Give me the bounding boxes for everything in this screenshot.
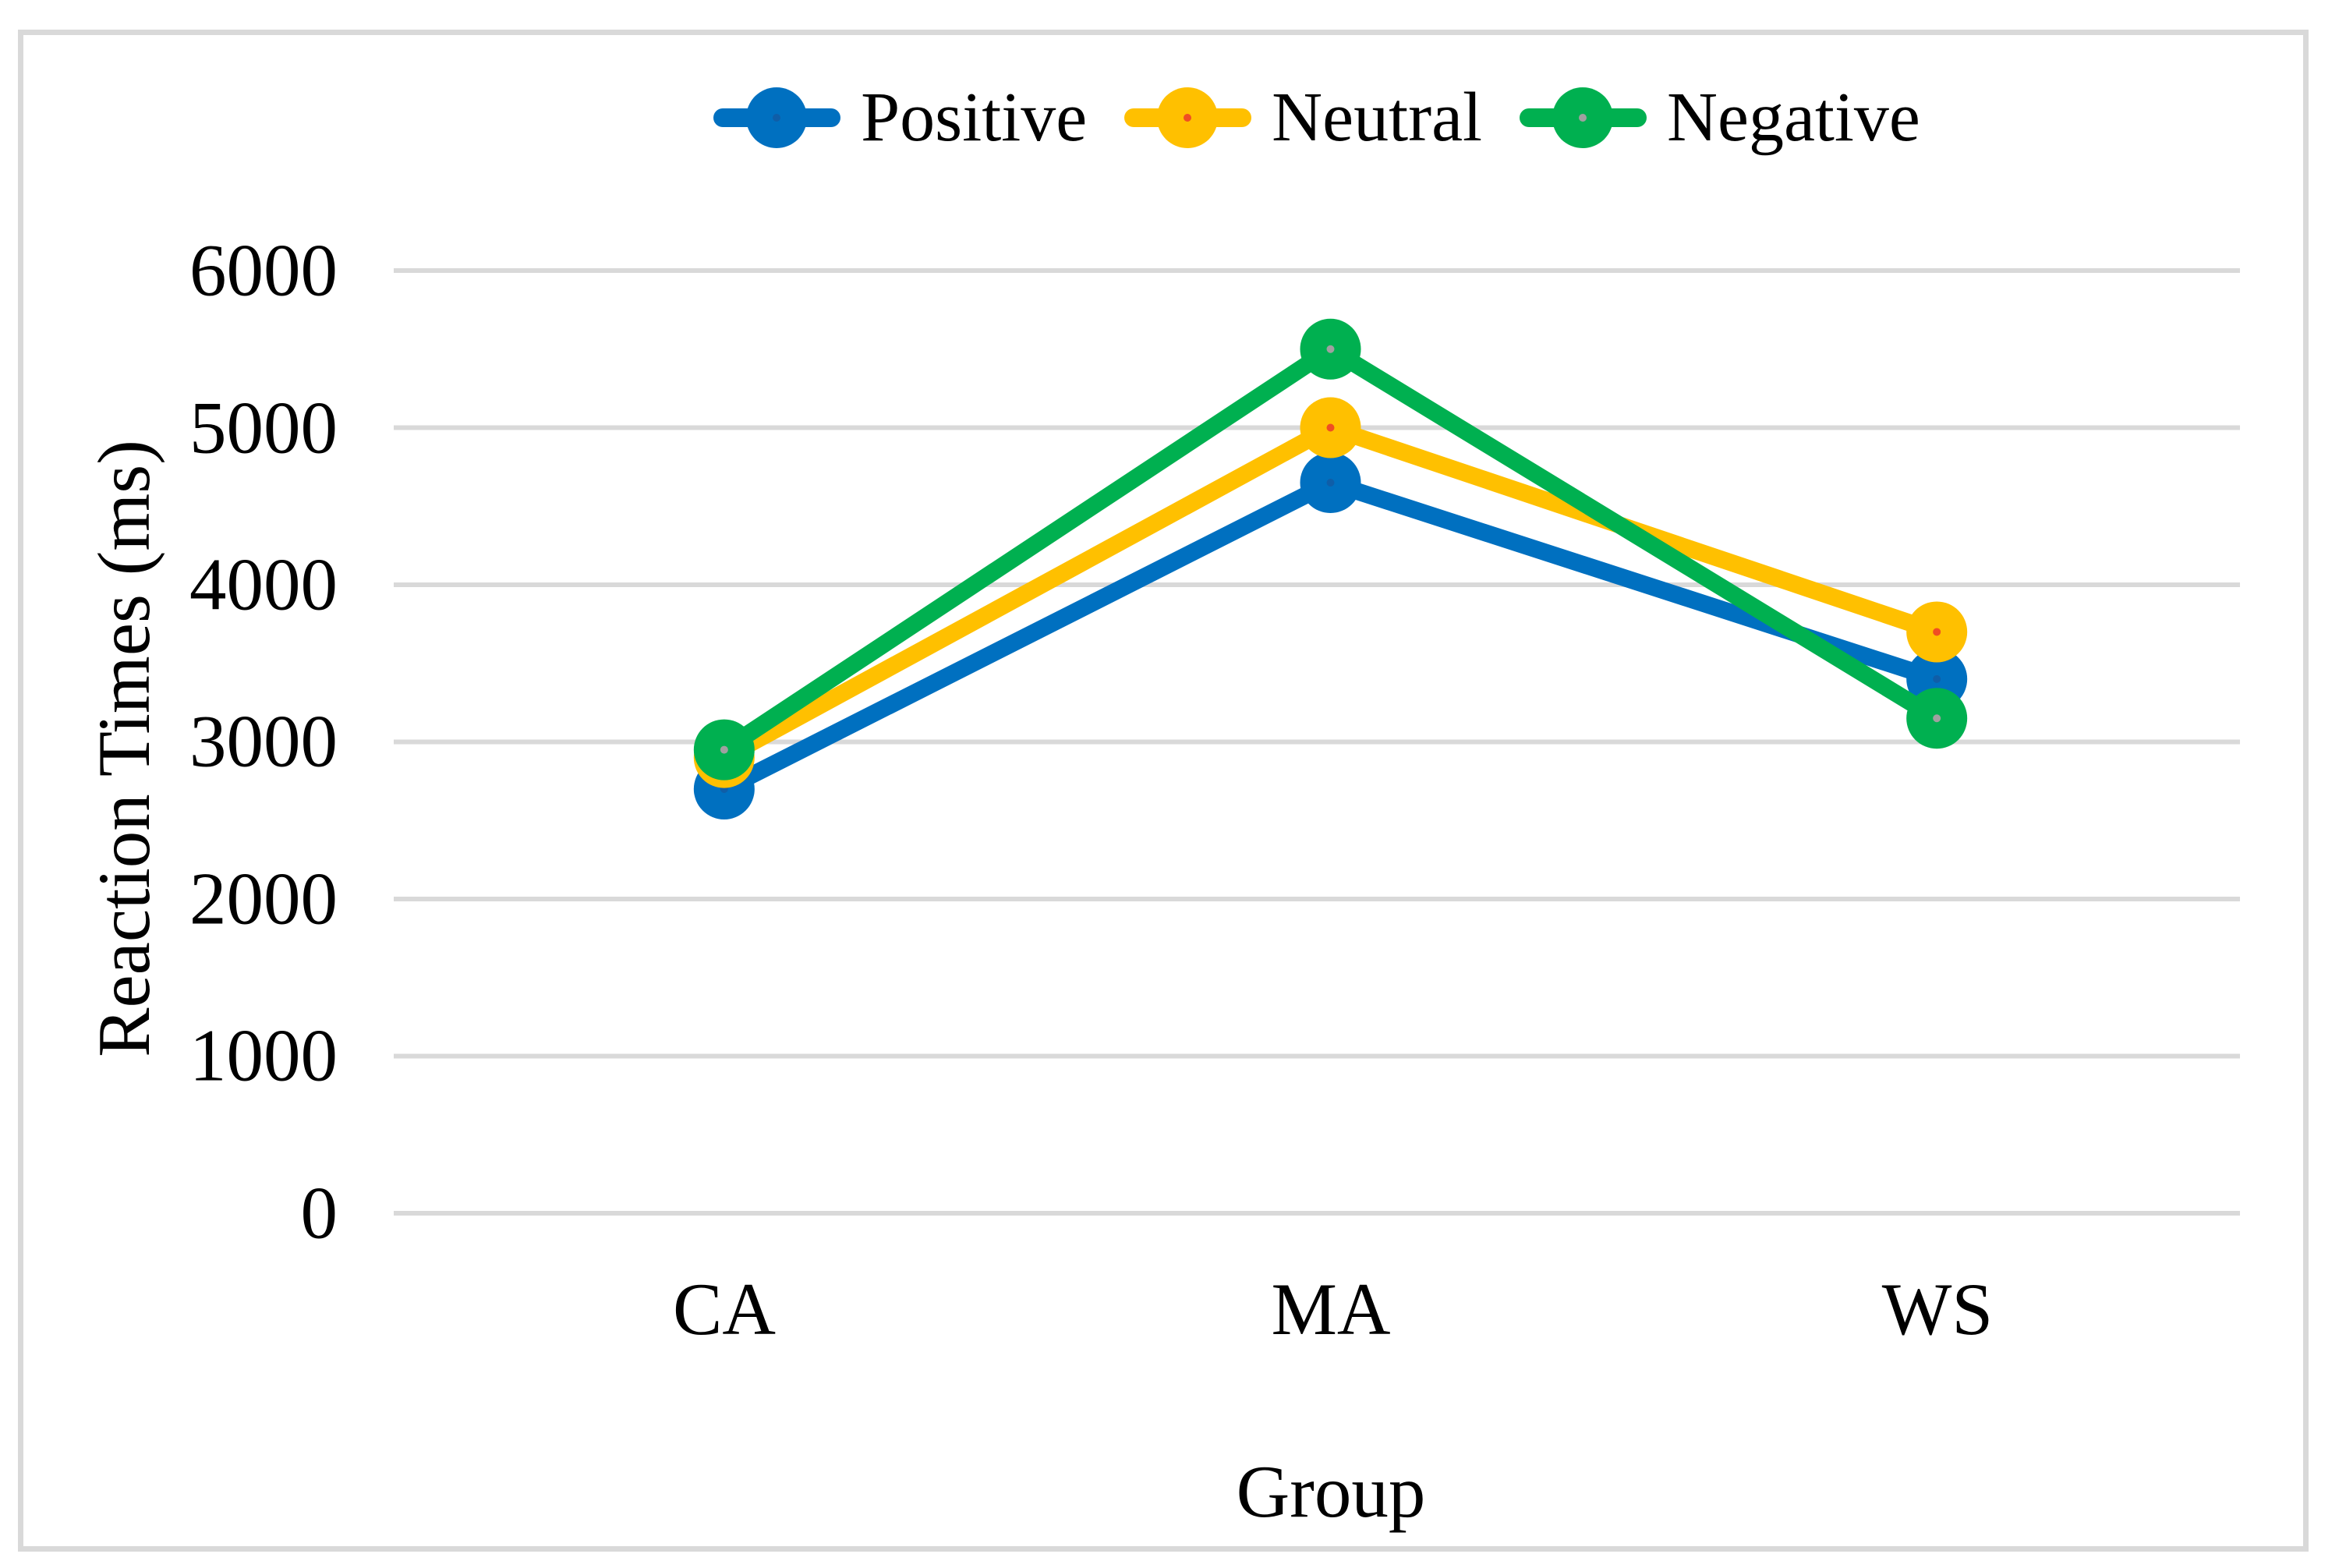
legend-label-positive: Positive bbox=[861, 79, 1088, 156]
y-axis-title: Reaction Times (ms) bbox=[83, 440, 165, 1057]
y-tick-2000: 2000 bbox=[189, 857, 338, 940]
legend-item-neutral: Neutral bbox=[1124, 83, 1482, 153]
gridline-6000 bbox=[394, 268, 2240, 273]
y-tick-4000: 4000 bbox=[189, 543, 338, 626]
gridline-0 bbox=[394, 1211, 2240, 1216]
y-tick-6000: 6000 bbox=[189, 228, 338, 312]
legend: Positive Neutral Negative bbox=[394, 75, 2240, 161]
x-category-ma: MA bbox=[1271, 1268, 1391, 1350]
legend-marker-positive-icon bbox=[713, 87, 841, 149]
legend-dot-negative bbox=[1579, 114, 1587, 122]
x-category-ws: WS bbox=[1881, 1268, 1994, 1350]
legend-item-positive: Positive bbox=[713, 83, 1087, 153]
y-tick-5000: 5000 bbox=[189, 386, 338, 469]
marker-dot-negative-ws bbox=[1933, 714, 1941, 723]
y-tick-1000: 1000 bbox=[189, 1014, 338, 1097]
gridline-1000 bbox=[394, 1053, 2240, 1059]
marker-dot-positive-ma bbox=[1326, 479, 1335, 487]
legend-dot-positive bbox=[773, 114, 781, 122]
x-axis-title: Group bbox=[1236, 1450, 1426, 1533]
legend-item-negative: Negative bbox=[1520, 83, 1920, 153]
y-tick-0: 0 bbox=[300, 1171, 338, 1255]
legend-dot-neutral bbox=[1184, 114, 1192, 122]
gridline-4000 bbox=[394, 582, 2240, 587]
marker-dot-positive-ws bbox=[1933, 674, 1941, 683]
legend-label-neutral: Neutral bbox=[1272, 79, 1483, 156]
legend-marker-negative-icon bbox=[1520, 87, 1647, 149]
marker-dot-neutral-ws bbox=[1933, 628, 1941, 636]
chart-area-border bbox=[18, 30, 2309, 1552]
gridline-3000 bbox=[394, 739, 2240, 745]
marker-dot-negative-ma bbox=[1326, 345, 1335, 353]
legend-label-negative: Negative bbox=[1667, 79, 1920, 156]
gridline-2000 bbox=[394, 897, 2240, 901]
marker-dot-negative-ca bbox=[720, 745, 728, 754]
x-category-ca: CA bbox=[673, 1268, 776, 1350]
marker-dot-neutral-ma bbox=[1326, 423, 1335, 432]
y-tick-3000: 3000 bbox=[189, 699, 338, 783]
legend-marker-neutral-icon bbox=[1124, 87, 1252, 149]
